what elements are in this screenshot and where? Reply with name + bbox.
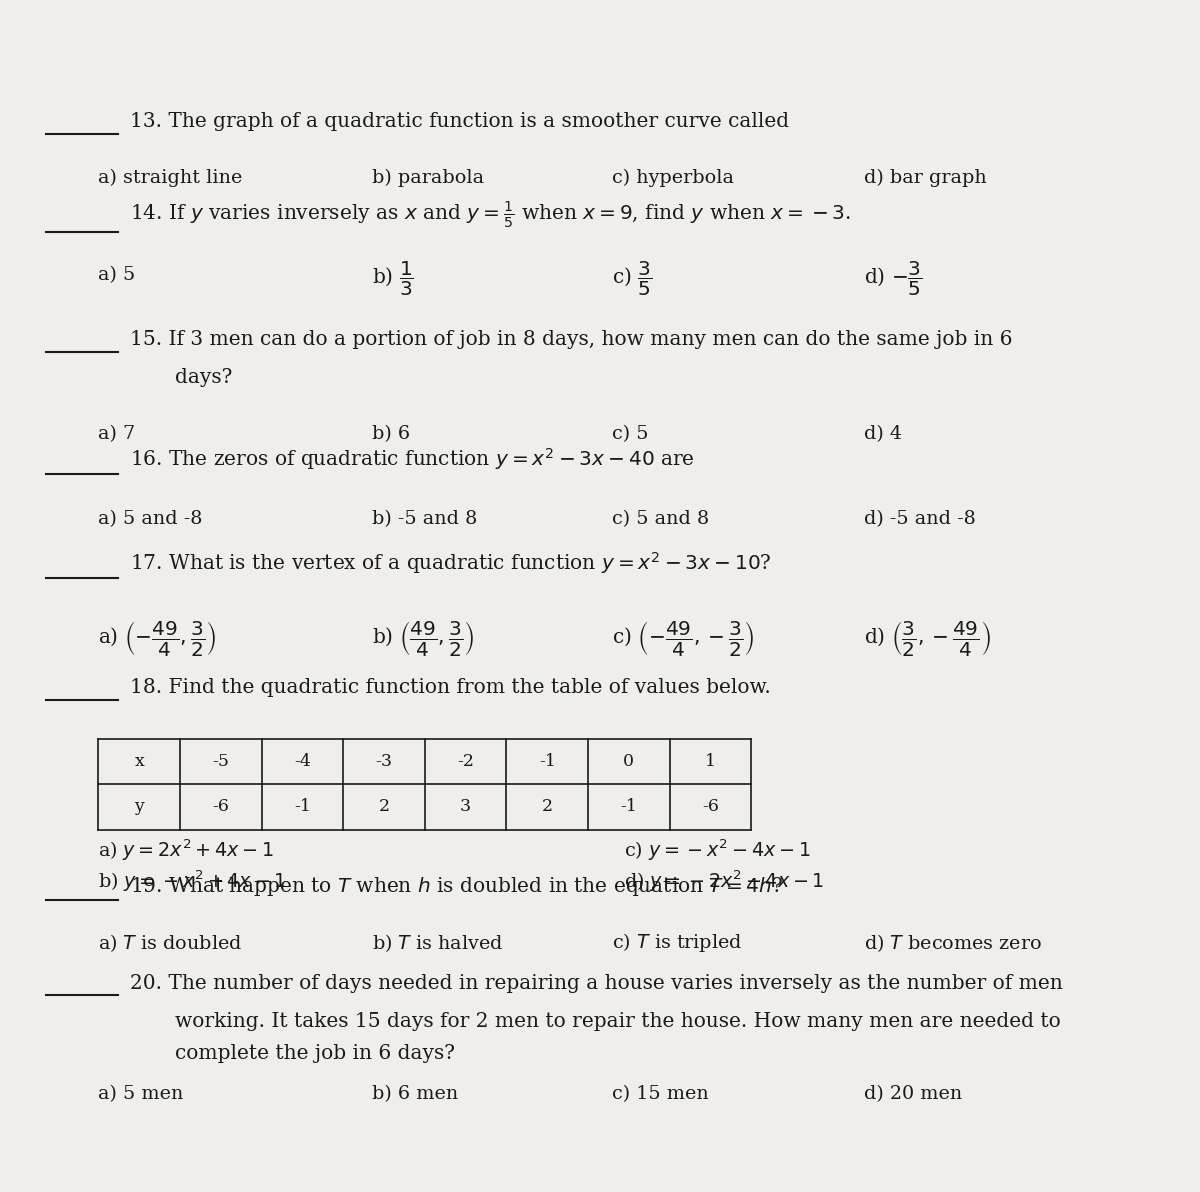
Text: -4: -4 bbox=[294, 753, 311, 770]
Text: b) $\left(\dfrac{49}{4}, \dfrac{3}{2}\right)$: b) $\left(\dfrac{49}{4}, \dfrac{3}{2}\ri… bbox=[372, 619, 474, 658]
Text: x: x bbox=[134, 753, 144, 770]
Text: 0: 0 bbox=[623, 753, 635, 770]
Text: a) $\left(-\dfrac{49}{4}, \dfrac{3}{2}\right)$: a) $\left(-\dfrac{49}{4}, \dfrac{3}{2}\r… bbox=[98, 619, 217, 658]
Text: b) 6 men: b) 6 men bbox=[372, 1085, 458, 1103]
Text: 14. If $y$ varies inversely as $x$ and $y = \frac{1}{5}$ when $x = 9$, find $y$ : 14. If $y$ varies inversely as $x$ and $… bbox=[130, 200, 851, 230]
Text: 19. What happen to $T$ when $h$ is doubled in the equation $T = 4h$?: 19. What happen to $T$ when $h$ is doubl… bbox=[130, 875, 782, 898]
Text: d) $-\dfrac{3}{5}$: d) $-\dfrac{3}{5}$ bbox=[864, 260, 923, 298]
Text: -5: -5 bbox=[212, 753, 229, 770]
Text: 16. The zeros of quadratic function $y = x^2 - 3x - 40$ are: 16. The zeros of quadratic function $y =… bbox=[130, 446, 695, 472]
Text: d) $y = -2x^2 - 4x - 1$: d) $y = -2x^2 - 4x - 1$ bbox=[624, 869, 824, 894]
Text: working. It takes 15 days for 2 men to repair the house. How many men are needed: working. It takes 15 days for 2 men to r… bbox=[175, 1012, 1061, 1031]
Text: b) $\dfrac{1}{3}$: b) $\dfrac{1}{3}$ bbox=[372, 260, 414, 298]
Text: a) 5 and -8: a) 5 and -8 bbox=[98, 510, 203, 528]
Text: -3: -3 bbox=[376, 753, 392, 770]
Text: a) straight line: a) straight line bbox=[98, 169, 242, 187]
Text: d) $\left(\dfrac{3}{2}, -\dfrac{49}{4}\right)$: d) $\left(\dfrac{3}{2}, -\dfrac{49}{4}\r… bbox=[864, 619, 991, 658]
Text: -2: -2 bbox=[457, 753, 474, 770]
Text: y: y bbox=[134, 799, 144, 815]
Text: 2: 2 bbox=[541, 799, 553, 815]
Text: b) -5 and 8: b) -5 and 8 bbox=[372, 510, 478, 528]
Text: 2: 2 bbox=[378, 799, 390, 815]
Text: b) parabola: b) parabola bbox=[372, 169, 484, 187]
Text: 1: 1 bbox=[704, 753, 716, 770]
Text: c) $T$ is tripled: c) $T$ is tripled bbox=[612, 931, 743, 954]
Text: d) 20 men: d) 20 men bbox=[864, 1085, 962, 1103]
Text: -6: -6 bbox=[212, 799, 229, 815]
Text: d) $T$ becomes zero: d) $T$ becomes zero bbox=[864, 932, 1042, 954]
Text: a) 5: a) 5 bbox=[98, 266, 136, 284]
Text: a) 5 men: a) 5 men bbox=[98, 1085, 184, 1103]
Text: -1: -1 bbox=[294, 799, 311, 815]
Text: c) $\left(-\dfrac{49}{4}, -\dfrac{3}{2}\right)$: c) $\left(-\dfrac{49}{4}, -\dfrac{3}{2}\… bbox=[612, 619, 755, 658]
Text: 20. The number of days needed in repairing a house varies inversely as the numbe: 20. The number of days needed in repairi… bbox=[130, 974, 1062, 993]
Text: 15. If 3 men can do a portion of job in 8 days, how many men can do the same job: 15. If 3 men can do a portion of job in … bbox=[130, 330, 1012, 349]
Text: c) $y = -x^2 - 4x - 1$: c) $y = -x^2 - 4x - 1$ bbox=[624, 838, 811, 863]
Text: c) 5: c) 5 bbox=[612, 426, 648, 443]
Text: d) bar graph: d) bar graph bbox=[864, 169, 986, 187]
Text: a) 7: a) 7 bbox=[98, 426, 136, 443]
Text: days?: days? bbox=[175, 368, 233, 387]
Text: c) 15 men: c) 15 men bbox=[612, 1085, 709, 1103]
Text: a) $T$ is doubled: a) $T$ is doubled bbox=[98, 932, 242, 954]
Text: a) $y = 2x^2 + 4x - 1$: a) $y = 2x^2 + 4x - 1$ bbox=[98, 838, 275, 863]
Text: 18. Find the quadratic function from the table of values below.: 18. Find the quadratic function from the… bbox=[130, 678, 770, 697]
Text: 17. What is the vertex of a quadratic function $y = x^2 - 3x - 10$?: 17. What is the vertex of a quadratic fu… bbox=[130, 550, 772, 576]
Text: b) 6: b) 6 bbox=[372, 426, 410, 443]
Text: c) $\dfrac{3}{5}$: c) $\dfrac{3}{5}$ bbox=[612, 260, 653, 298]
Text: d) 4: d) 4 bbox=[864, 426, 902, 443]
Text: -1: -1 bbox=[620, 799, 637, 815]
Text: complete the job in 6 days?: complete the job in 6 days? bbox=[175, 1044, 455, 1063]
Text: c) hyperbola: c) hyperbola bbox=[612, 169, 734, 187]
Text: -6: -6 bbox=[702, 799, 719, 815]
Text: 13. The graph of a quadratic function is a smoother curve called: 13. The graph of a quadratic function is… bbox=[130, 112, 788, 131]
Text: -1: -1 bbox=[539, 753, 556, 770]
Text: c) 5 and 8: c) 5 and 8 bbox=[612, 510, 709, 528]
Text: 3: 3 bbox=[460, 799, 472, 815]
Text: b) $T$ is halved: b) $T$ is halved bbox=[372, 932, 503, 954]
Text: d) -5 and -8: d) -5 and -8 bbox=[864, 510, 976, 528]
Text: b) $y = -x^2 + 4x - 1$: b) $y = -x^2 + 4x - 1$ bbox=[98, 869, 287, 894]
